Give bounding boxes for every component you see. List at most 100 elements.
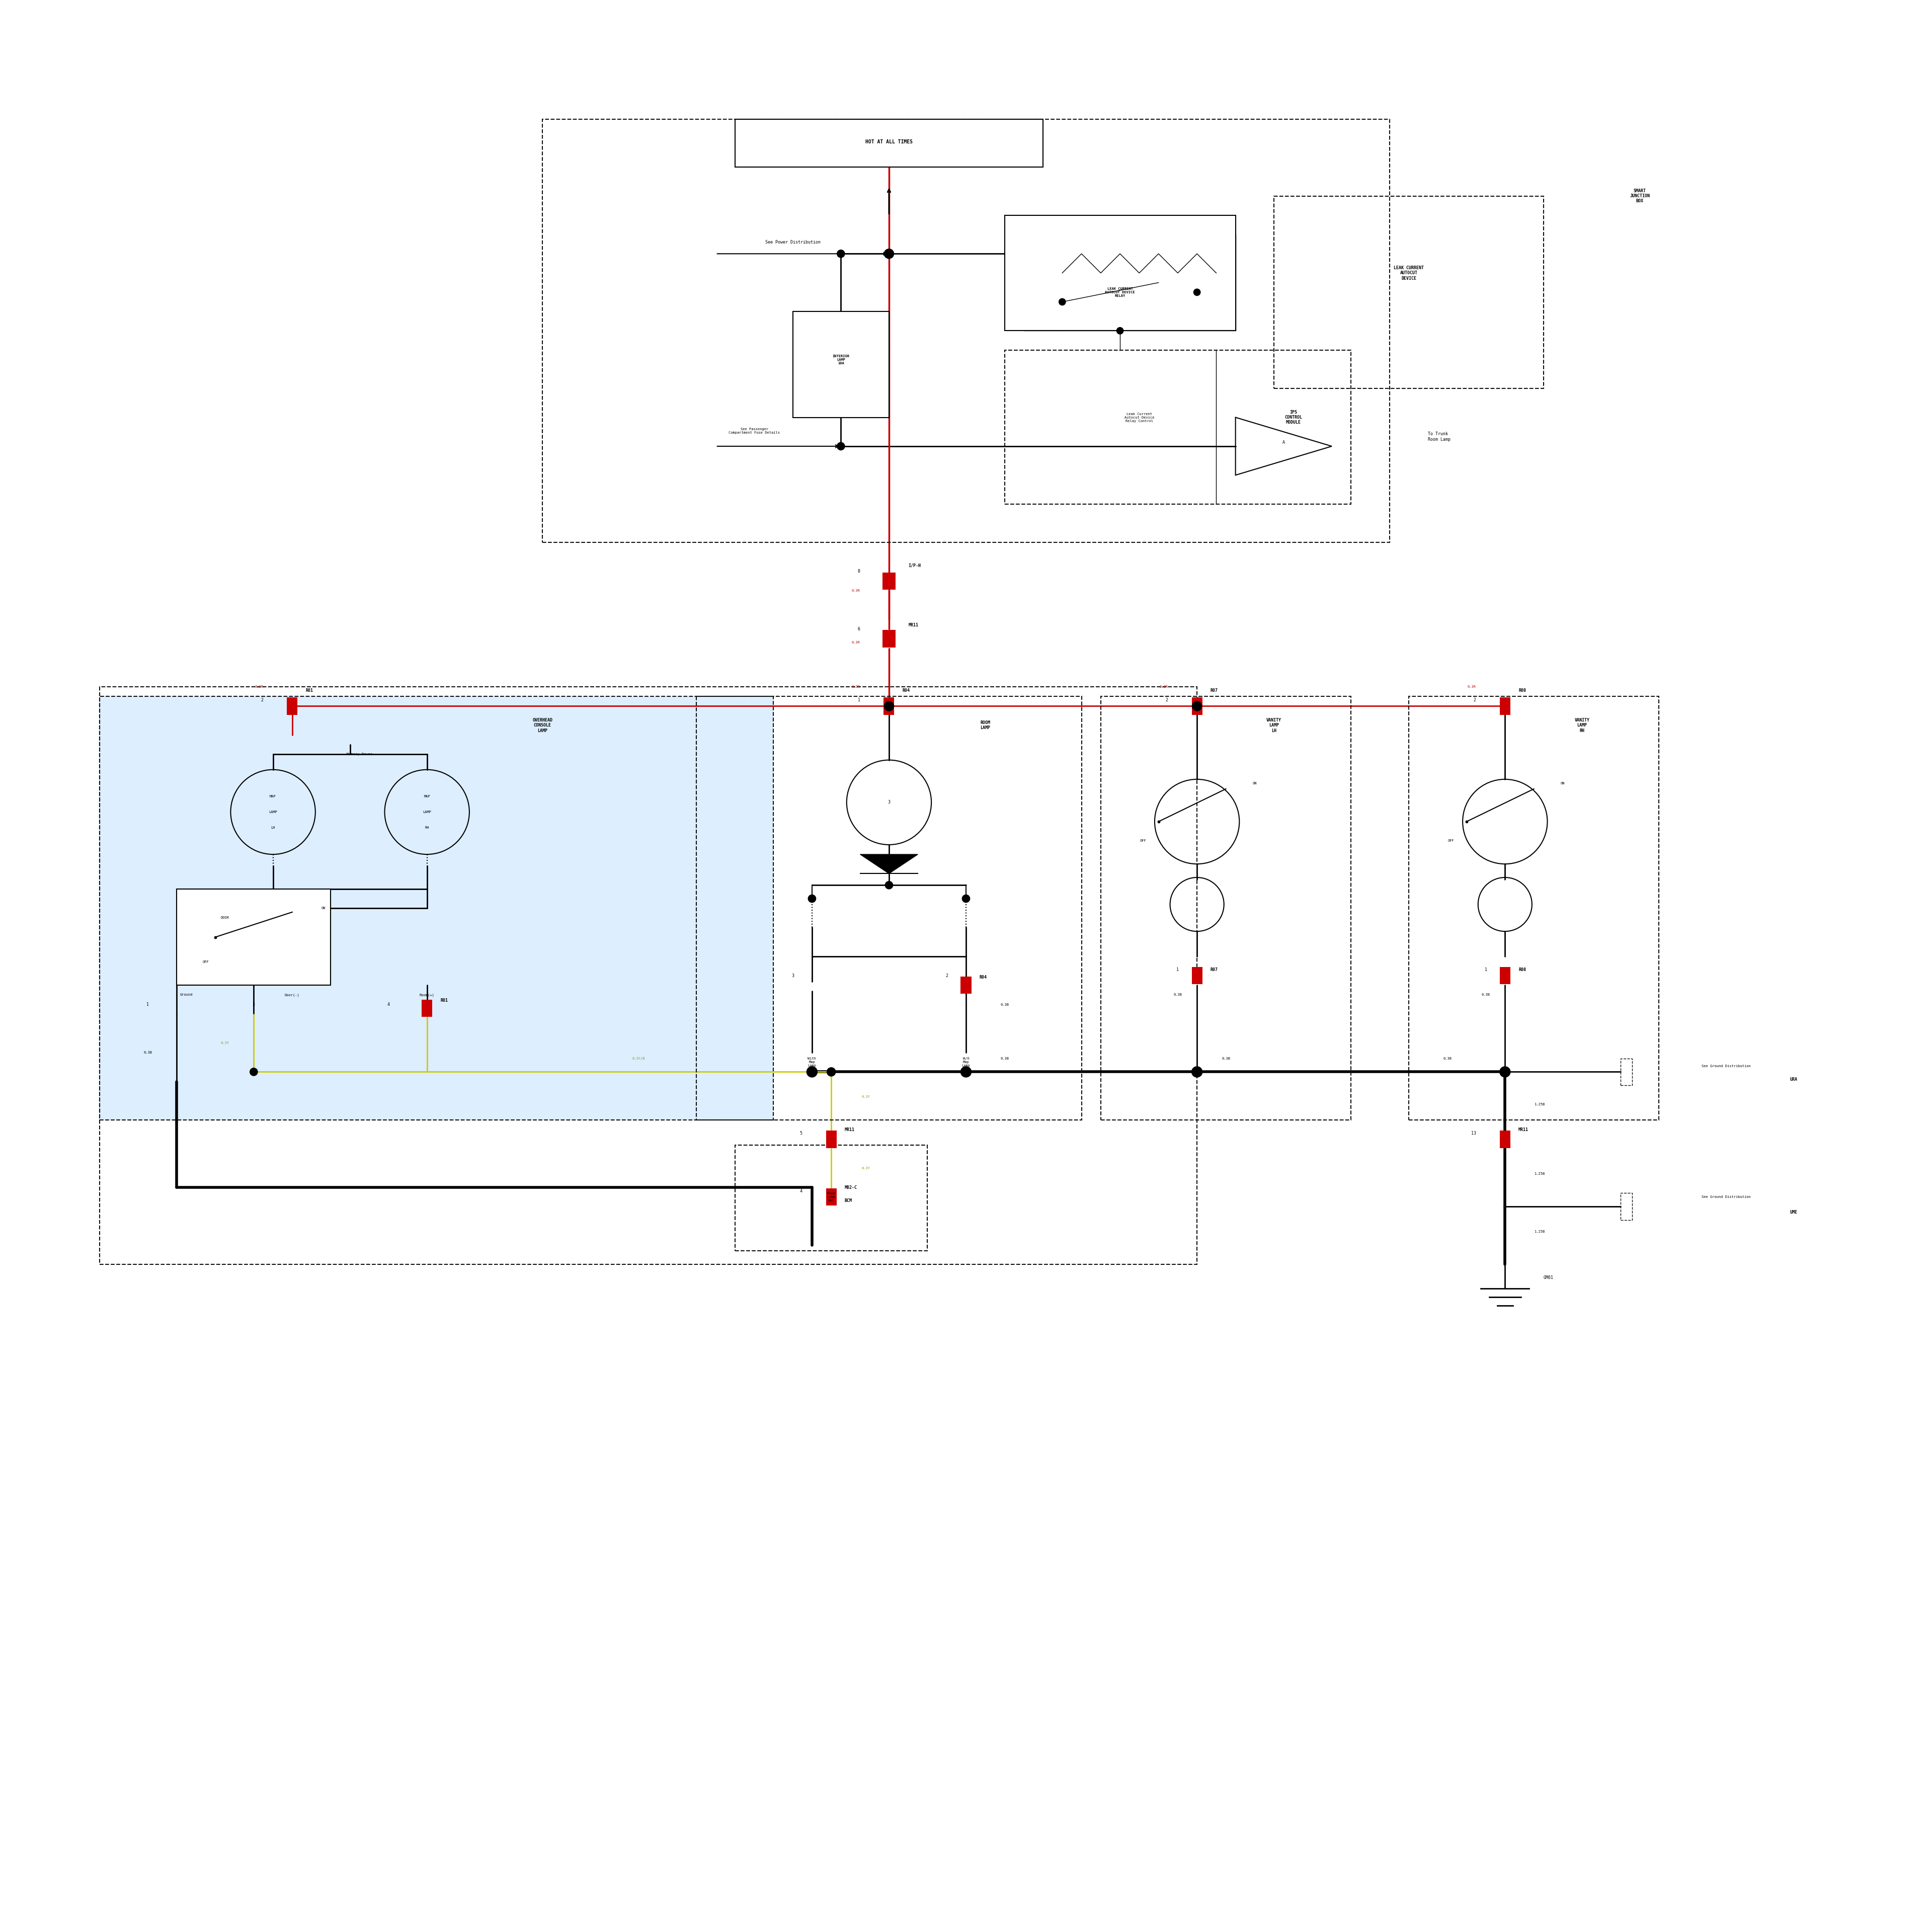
Bar — [1005, 214, 1235, 330]
Text: OVERHEAD
CONSOLE
LAMP: OVERHEAD CONSOLE LAMP — [533, 719, 553, 732]
Bar — [734, 1146, 927, 1250]
Text: 3: 3 — [253, 1003, 255, 1007]
Circle shape — [837, 442, 844, 450]
Text: 0.3B: 0.3B — [1443, 1057, 1451, 1061]
Text: HOT AT ALL TIMES: HOT AT ALL TIMES — [866, 139, 912, 145]
Circle shape — [1059, 299, 1066, 305]
Text: 2: 2 — [945, 974, 949, 978]
Text: 1.25B: 1.25B — [1534, 1231, 1546, 1233]
Text: See Passenger
Compartment Fuse Details: See Passenger Compartment Fuse Details — [728, 427, 781, 435]
Text: Memory Power: Memory Power — [346, 753, 373, 755]
Text: 0.3Y/B: 0.3Y/B — [632, 1057, 645, 1061]
Text: 13: 13 — [1470, 1132, 1476, 1136]
Bar — [1273, 195, 1544, 388]
Text: 0.3B: 0.3B — [1482, 993, 1490, 997]
Text: With
Map
Lamp: With Map Lamp — [808, 1057, 817, 1066]
Text: R08: R08 — [1519, 688, 1526, 694]
Text: 2: 2 — [1474, 697, 1476, 703]
Bar — [734, 120, 1043, 168]
Circle shape — [808, 1066, 817, 1078]
Bar — [100, 697, 773, 1121]
Text: SMART
JUNCTION
BOX: SMART JUNCTION BOX — [1631, 189, 1650, 203]
Text: 0.3R: 0.3R — [852, 589, 860, 591]
Text: 0.3Y: 0.3Y — [220, 1041, 230, 1045]
Circle shape — [808, 895, 815, 902]
Text: 0.3B: 0.3B — [1173, 993, 1182, 997]
Text: See Ground Distribution: See Ground Distribution — [1702, 1196, 1750, 1198]
Text: MR11: MR11 — [844, 1128, 854, 1132]
Bar — [288, 697, 298, 715]
Text: 6: 6 — [858, 626, 860, 632]
Circle shape — [1117, 327, 1122, 334]
Text: W/O
Map
Lamp: W/O Map Lamp — [962, 1057, 970, 1066]
Text: 0.3R: 0.3R — [852, 686, 860, 688]
Bar — [421, 999, 433, 1016]
Bar — [792, 311, 889, 417]
Text: 8: 8 — [858, 570, 860, 574]
Text: 0.3Y: 0.3Y — [862, 1167, 869, 1169]
Text: GM01: GM01 — [1544, 1275, 1553, 1281]
Text: OFF: OFF — [1140, 838, 1146, 842]
Circle shape — [1499, 1066, 1511, 1078]
Text: RH: RH — [425, 825, 429, 829]
Text: 4: 4 — [386, 1003, 390, 1007]
Text: See Power Distribution: See Power Distribution — [765, 240, 821, 245]
Text: LAMP: LAMP — [423, 811, 431, 813]
Text: 1.25B: 1.25B — [1534, 1103, 1546, 1107]
Text: IPS
CONTROL
MODULE: IPS CONTROL MODULE — [1285, 410, 1302, 425]
Text: 3: 3 — [887, 800, 891, 804]
Text: VANITY
LAMP
RH: VANITY LAMP RH — [1575, 719, 1590, 732]
Text: MAP: MAP — [270, 796, 276, 798]
Text: M02-C: M02-C — [844, 1184, 858, 1190]
Text: Ground: Ground — [180, 993, 193, 997]
Text: 0.3R: 0.3R — [1468, 686, 1476, 688]
Bar — [1005, 350, 1350, 504]
Text: 0.3B: 0.3B — [1001, 1057, 1009, 1061]
Bar — [883, 697, 895, 715]
Text: 2: 2 — [261, 697, 263, 703]
Text: UME: UME — [1789, 1209, 1797, 1215]
Text: 5: 5 — [800, 1132, 802, 1136]
Text: I/P-H: I/P-H — [908, 564, 922, 568]
Text: ON: ON — [321, 906, 325, 910]
Text: R04: R04 — [980, 976, 987, 980]
Circle shape — [1194, 290, 1200, 296]
Text: Door(-): Door(-) — [284, 993, 299, 997]
Bar — [176, 889, 330, 985]
Text: ON: ON — [1561, 782, 1565, 784]
Text: VANITY
LAMP
LH: VANITY LAMP LH — [1267, 719, 1281, 732]
Text: LEAK CURRENT
AUTOCUT
DEVICE: LEAK CURRENT AUTOCUT DEVICE — [1393, 265, 1424, 280]
Text: URA: URA — [1789, 1078, 1797, 1082]
Bar — [827, 1188, 837, 1206]
Text: To Trunk
Room Lamp: To Trunk Room Lamp — [1428, 431, 1451, 442]
Text: R08: R08 — [1519, 968, 1526, 972]
Text: 1.25B: 1.25B — [1534, 1173, 1546, 1175]
Text: INTERIOR
LAMP
10A: INTERIOR LAMP 10A — [833, 355, 850, 365]
Circle shape — [837, 249, 844, 257]
Text: R07: R07 — [1211, 968, 1217, 972]
Bar — [1621, 1059, 1633, 1086]
Text: Room(+): Room(+) — [419, 993, 435, 997]
Text: A: A — [1283, 440, 1285, 444]
Text: 3: 3 — [792, 974, 794, 978]
Bar — [1408, 697, 1660, 1121]
Text: LAMP: LAMP — [269, 811, 278, 813]
Text: 1: 1 — [858, 697, 860, 703]
Text: 0.3R: 0.3R — [1159, 686, 1169, 688]
Text: 0.3B: 0.3B — [1221, 1057, 1231, 1061]
Text: MR11: MR11 — [908, 622, 918, 628]
Bar — [960, 976, 972, 993]
Bar — [100, 688, 1198, 1264]
Text: MAP: MAP — [423, 796, 431, 798]
Bar — [827, 1130, 837, 1148]
Text: OFF: OFF — [1447, 838, 1455, 842]
Bar — [1192, 697, 1202, 715]
Text: BCM: BCM — [844, 1198, 852, 1204]
Bar — [1499, 1130, 1511, 1148]
Circle shape — [1192, 1066, 1202, 1078]
Polygon shape — [860, 854, 918, 873]
Bar — [697, 697, 1082, 1121]
Text: See Ground Distribution: See Ground Distribution — [1702, 1065, 1750, 1068]
Text: MR11: MR11 — [1519, 1128, 1528, 1132]
Circle shape — [885, 249, 895, 259]
